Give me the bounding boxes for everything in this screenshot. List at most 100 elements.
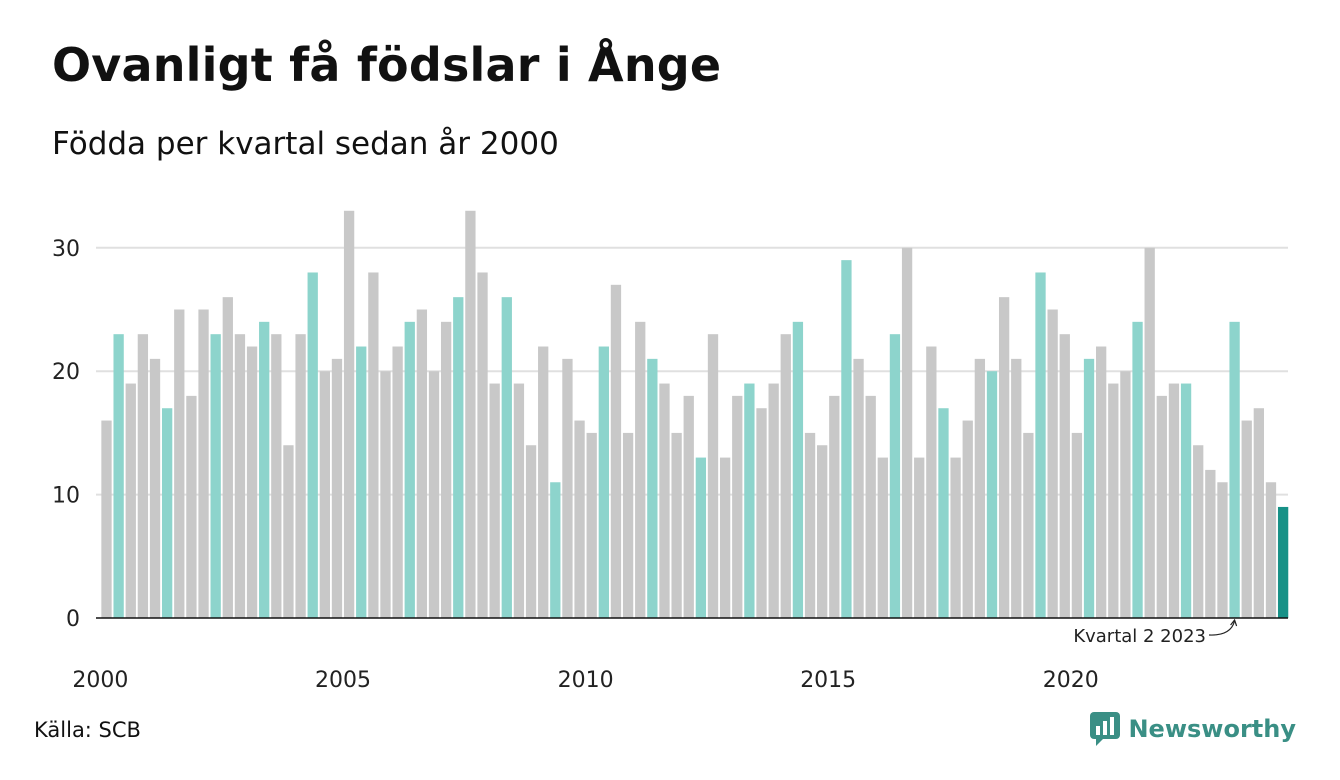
bar [562,358,573,618]
bar [319,371,330,618]
bar [1108,383,1119,618]
bar [440,321,452,618]
bar [841,260,852,618]
bar [1205,469,1216,618]
bar [343,210,355,618]
bar [1253,408,1264,618]
y-tick-label: 10 [52,484,80,509]
x-tick-label: 2005 [315,668,371,693]
bar [780,334,791,618]
bar [1277,506,1289,618]
bar [829,395,840,618]
bar [453,297,464,618]
bar [647,358,658,618]
bar [162,408,173,618]
bar [622,432,634,618]
bar [671,432,682,618]
y-tick-label: 0 [66,607,80,632]
bar [719,457,731,618]
bar [707,334,719,618]
x-tick-label: 2010 [558,668,614,693]
bar [1047,309,1058,618]
annotation-arrowhead [1230,618,1238,627]
bar [283,445,294,618]
x-tick-label: 2015 [800,668,856,693]
bar [768,383,779,618]
bar [695,457,707,618]
x-tick-label: 2000 [72,668,128,693]
bar [1059,334,1070,618]
bar [598,346,609,618]
bar [574,420,585,618]
bar [865,395,876,618]
y-tick-label: 30 [52,237,80,262]
bar [1193,445,1204,618]
bar [1011,358,1022,618]
bar [1241,420,1252,618]
chart-subtitle: Födda per kvartal sedan år 2000 [52,126,559,162]
source-label: Källa: SCB [34,718,141,742]
bar [1083,358,1095,618]
annotation-arrow [1208,620,1236,636]
bar [938,408,949,618]
bar [926,346,937,618]
bar [962,420,973,618]
bar [792,321,804,618]
bar [271,334,282,618]
bar [1132,321,1143,618]
bar [465,210,476,618]
bar [234,334,246,618]
bar [501,297,512,618]
bar [513,383,525,618]
bar [1217,482,1228,618]
bar [1071,432,1083,618]
bar [186,395,197,618]
bar [404,321,415,618]
bar [307,272,318,618]
bar [356,346,367,618]
bar [586,432,597,618]
bar [877,457,888,618]
bar [732,395,743,618]
chart-title: Ovanligt få födslar i Ånge [52,38,722,92]
brand-name: Newsworthy [1128,715,1296,743]
bar [368,272,379,618]
bar [489,383,500,618]
bar [101,420,112,618]
bar [392,346,403,618]
bar [550,482,561,618]
bar [998,297,1010,618]
bar [1144,247,1155,619]
bar [525,445,537,618]
bar [683,395,694,618]
bar [889,334,901,618]
bar [428,371,440,618]
bar [756,408,767,618]
bar [744,383,755,618]
bar [259,321,270,618]
bar [974,358,986,618]
bar [477,272,488,618]
bar [222,297,233,618]
bar [610,284,622,618]
bar [635,321,646,618]
bar [1229,321,1240,618]
bar [1120,371,1131,618]
bar [1096,346,1107,618]
bar [416,309,428,618]
bar [137,334,149,618]
bar [1180,383,1192,618]
bar [1168,383,1180,618]
annotation-label: Kvartal 2 2023 [1073,626,1206,647]
bar [331,358,343,618]
bar [1035,272,1046,618]
bar [1265,482,1277,618]
bar [380,371,391,618]
y-tick-label: 20 [52,360,80,385]
bar [149,358,161,618]
bar [853,358,864,618]
bar [174,309,185,618]
bar [246,346,258,618]
bar [659,383,670,618]
